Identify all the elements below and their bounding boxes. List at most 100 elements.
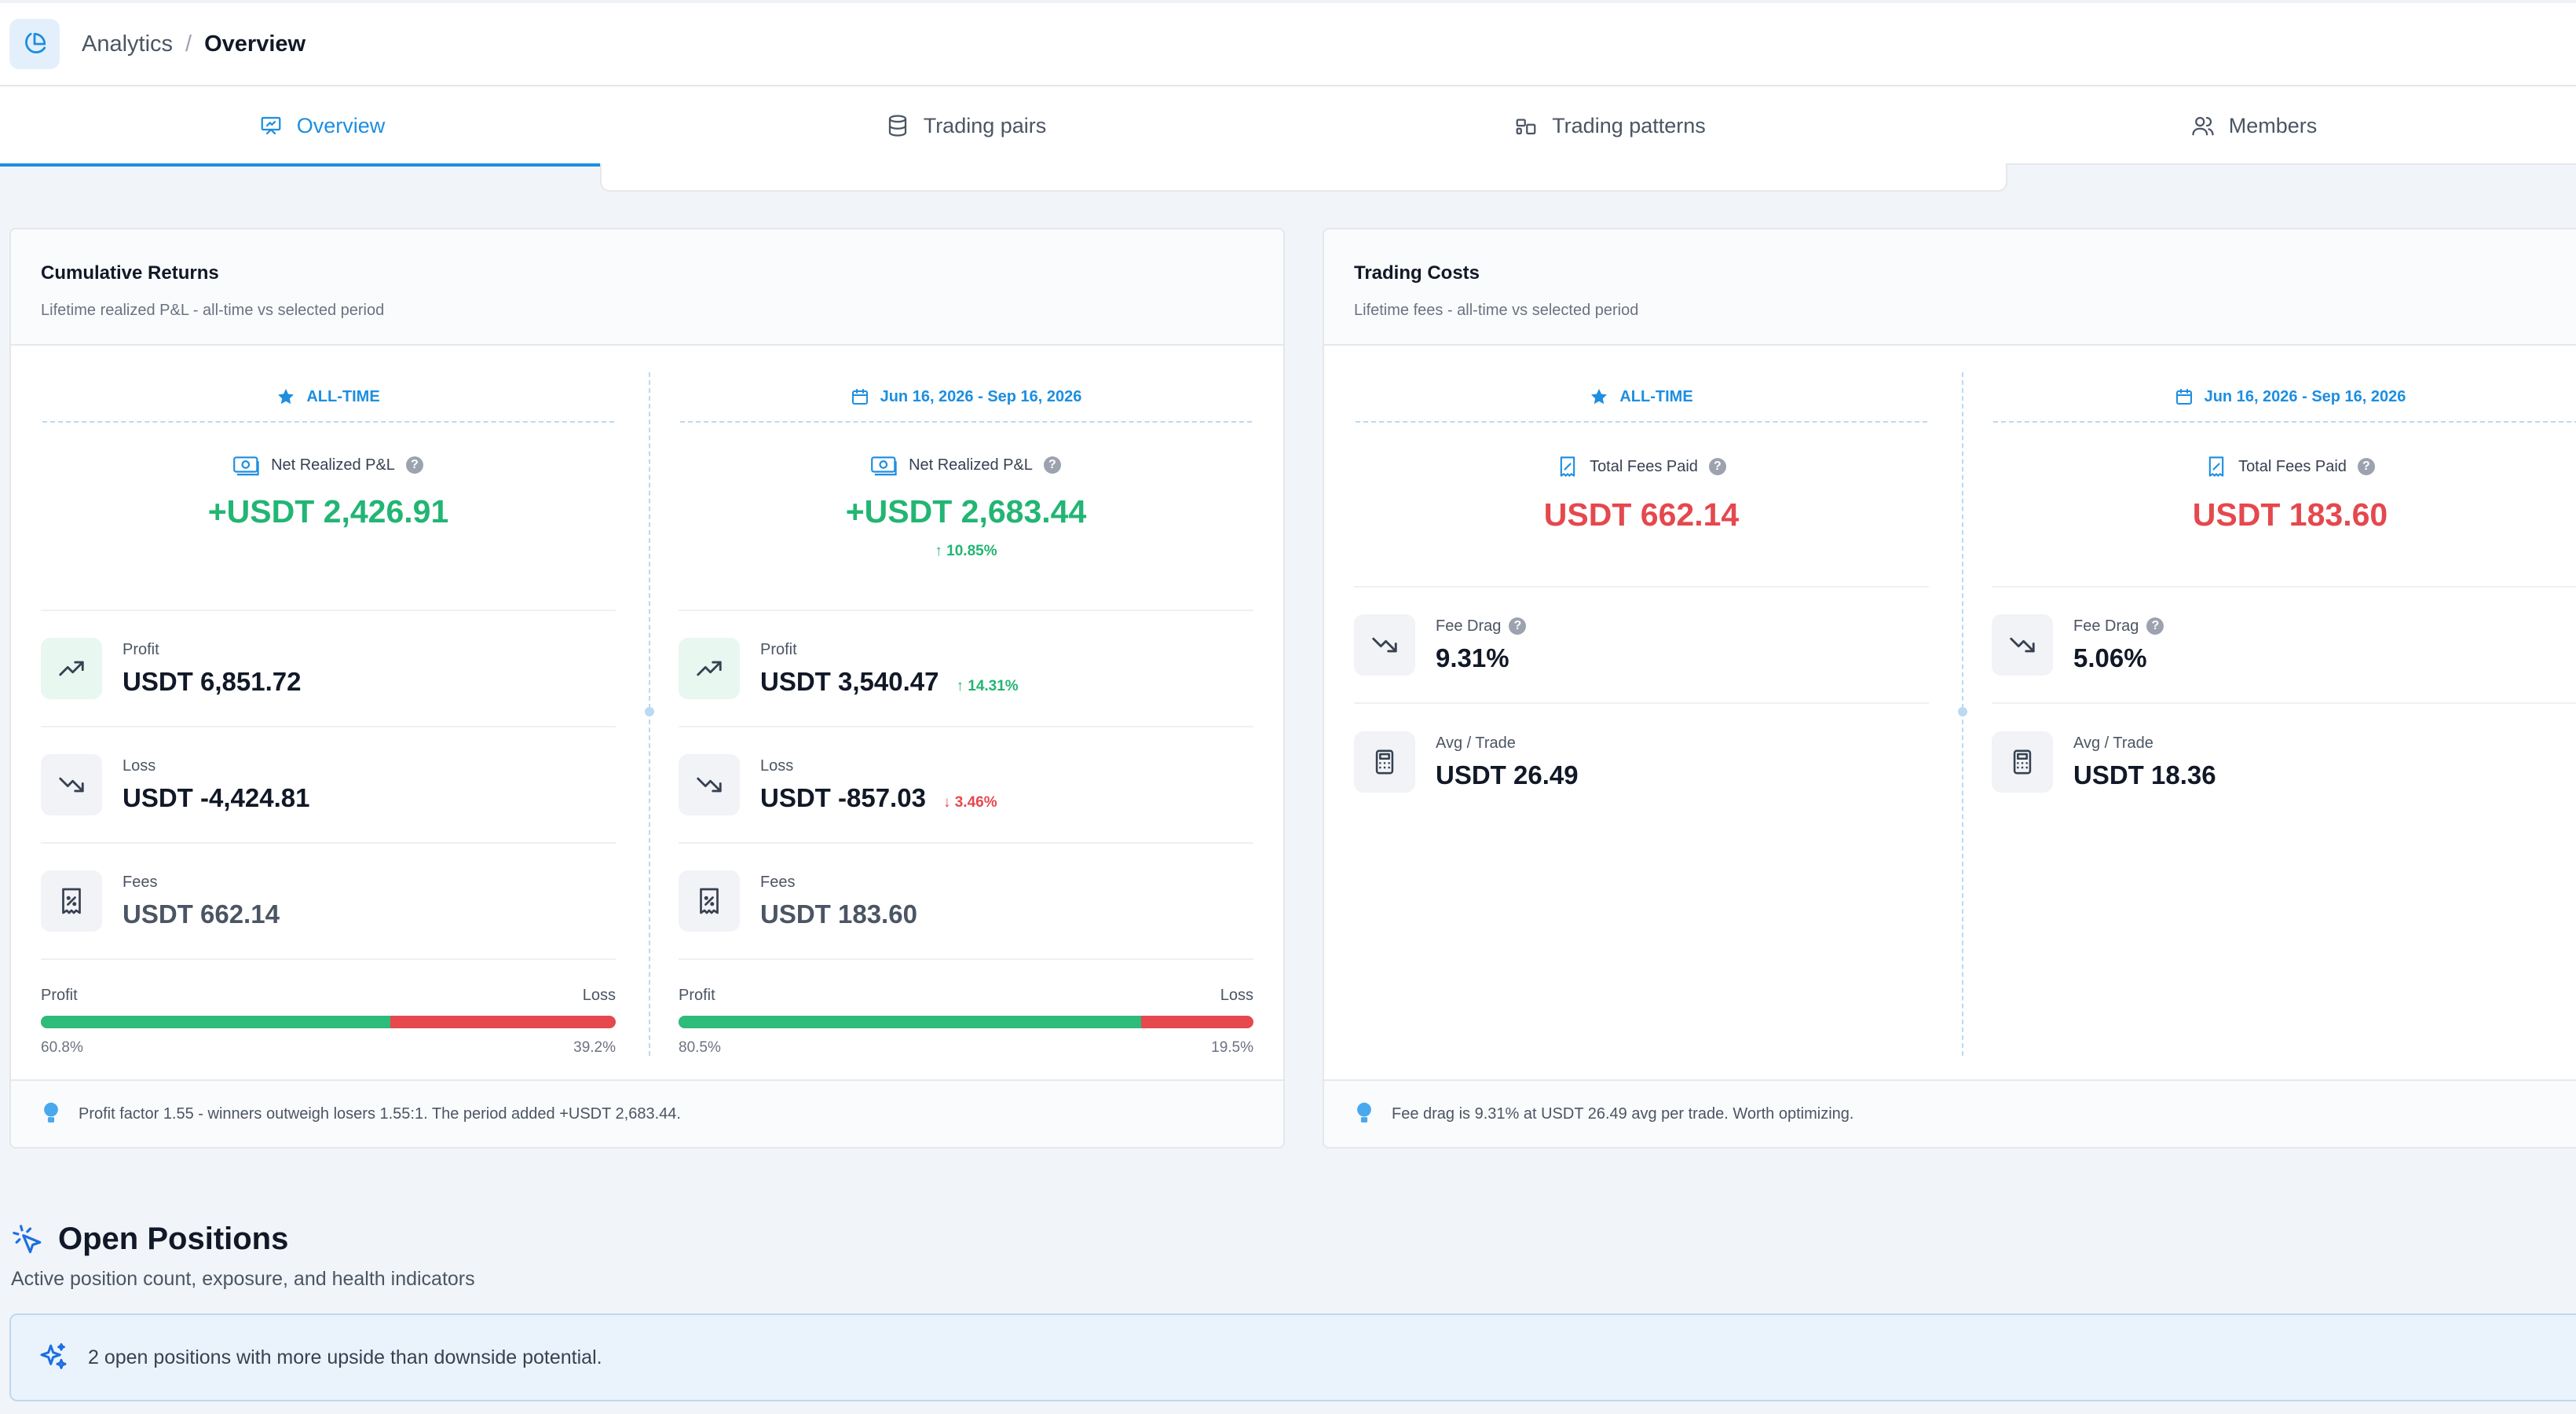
calculator-icon xyxy=(1992,731,2053,793)
database-icon xyxy=(888,115,906,137)
profit-percent: 80.5% xyxy=(679,1039,721,1056)
avg-trade-metric: Avg / Trade USDT 18.36 xyxy=(1992,704,2576,820)
column-header-label: ALL-TIME xyxy=(306,387,380,405)
trending-down-icon xyxy=(679,754,740,815)
loss-value: USDT -4,424.81 xyxy=(123,782,310,812)
ratio-bar xyxy=(679,1016,1253,1028)
hero-label: Total Fees Paid xyxy=(1590,457,1698,475)
star-icon xyxy=(278,389,295,405)
net-pnl-block: Net Realized P&L ? +USDT 2,426.91 xyxy=(41,423,616,611)
positions-insight-banner: 2 open positions with more upside than d… xyxy=(9,1313,2576,1401)
calculator-icon xyxy=(1354,731,1415,793)
card-header: Trading Costs Lifetime fees - all-time v… xyxy=(1324,229,2576,346)
total-fees-block: Total Fees Paid ? USDT 183.60 xyxy=(1992,423,2576,588)
metric-label: Fee Drag? xyxy=(1436,617,1527,636)
loss-change: ↓ 3.46% xyxy=(942,793,997,811)
profit-percent: 60.8% xyxy=(41,1039,83,1056)
loss-metric: Loss USDT -857.03 ↓ 3.46% xyxy=(679,727,1253,844)
net-pnl-value: +USDT 2,426.91 xyxy=(207,493,449,529)
avg-trade-value: USDT 18.36 xyxy=(2073,760,2216,789)
avg-trade-metric: Avg / Trade USDT 26.49 xyxy=(1354,704,1929,820)
bar-label-profit: Profit xyxy=(41,987,78,1004)
column-header: ALL-TIME xyxy=(42,372,614,423)
profit-loss-bar: Profit Loss 60.8% 39.2% xyxy=(41,987,616,1057)
profit-value: USDT 6,851.72 xyxy=(123,666,302,696)
profit-value: USDT 3,540.47 ↑ 14.31% xyxy=(760,666,1019,696)
column-header: ALL-TIME xyxy=(1356,372,1927,423)
ratio-bar xyxy=(41,1016,616,1028)
receipt-percent-icon xyxy=(679,870,740,932)
receipt-percent-icon xyxy=(2208,456,2224,477)
trending-up-icon xyxy=(679,638,740,699)
hero-label: Net Realized P&L xyxy=(909,456,1033,474)
trending-down-icon xyxy=(1354,614,1415,676)
column-header-label: Jun 16, 2026 - Sep 16, 2026 xyxy=(2204,387,2406,405)
breadcrumb-separator: / xyxy=(185,31,192,57)
costs-period-column: Jun 16, 2026 - Sep 16, 2026 Total Fees P… xyxy=(1992,372,2576,820)
tab-trading-patterns[interactable]: Trading patterns xyxy=(1288,86,1932,165)
lightbulb-icon xyxy=(44,1102,58,1123)
banner-text: 2 open positions with more upside than d… xyxy=(88,1346,602,1368)
help-icon[interactable]: ? xyxy=(2357,458,2375,475)
card-subtitle: Lifetime realized P&L - all-time vs sele… xyxy=(41,302,385,319)
net-pnl-block: Net Realized P&L ? +USDT 2,683.44 ↑ 10.8… xyxy=(679,423,1253,611)
card-subtitle: Lifetime fees - all-time vs selected per… xyxy=(1354,302,1639,319)
tab-bar: Overview Trading pairs Trading patterns … xyxy=(0,86,2576,167)
metric-label: Fees xyxy=(760,873,796,891)
total-fees-value: USDT 183.60 xyxy=(2192,496,2388,533)
returns-alltime-column: ALL-TIME Net Realized P&L ? +USDT 2,426.… xyxy=(41,372,616,1057)
card-footer: Profit factor 1.55 - winners outweigh lo… xyxy=(11,1079,1283,1147)
column-header-label: Jun 16, 2026 - Sep 16, 2026 xyxy=(880,387,1082,405)
loss-value: USDT -857.03 ↓ 3.46% xyxy=(760,782,997,812)
tab-trading-pairs[interactable]: Trading pairs xyxy=(644,86,1288,165)
card-title: Trading Costs xyxy=(1354,262,1480,284)
net-pnl-change: ↑ 10.85% xyxy=(935,543,997,559)
fee-drag-value: 5.06% xyxy=(2073,643,2147,672)
divider-dot xyxy=(645,707,654,716)
fees-metric: Fees USDT 183.60 xyxy=(679,844,1253,960)
metric-label: Avg / Trade xyxy=(1436,734,1516,752)
bar-label-loss: Loss xyxy=(582,987,616,1004)
trending-up-icon xyxy=(41,638,102,699)
help-icon[interactable]: ? xyxy=(1043,456,1061,474)
total-fees-block: Total Fees Paid ? USDT 662.14 xyxy=(1354,423,1929,588)
trending-down-icon xyxy=(41,754,102,815)
presentation-icon xyxy=(261,116,281,135)
metric-label: Loss xyxy=(123,756,156,775)
calendar-icon xyxy=(851,389,868,405)
loss-percent: 19.5% xyxy=(1211,1039,1253,1056)
tab-overview[interactable]: Overview xyxy=(0,86,644,167)
collapsed-panel xyxy=(600,163,2007,192)
returns-period-column: Jun 16, 2026 - Sep 16, 2026 Net Realized… xyxy=(679,372,1253,1057)
card-header: Cumulative Returns Lifetime realized P&L… xyxy=(11,229,1283,346)
receipt-percent-icon xyxy=(41,870,102,932)
column-header-label: ALL-TIME xyxy=(1619,387,1693,405)
trading-costs-card: Trading Costs Lifetime fees - all-time v… xyxy=(1323,228,2576,1148)
help-icon[interactable]: ? xyxy=(1708,458,1726,475)
pointer-click-icon xyxy=(13,1224,42,1253)
fee-drag-metric: Fee Drag? 5.06% xyxy=(1992,588,2576,704)
app-header: Analytics / Overview xyxy=(0,0,2576,86)
arrow-up-icon: ↑ xyxy=(935,543,942,559)
tab-trading-patterns-label: Trading patterns xyxy=(1552,113,1706,137)
divider-dot xyxy=(1958,707,1967,716)
insight-text: Fee drag is 9.31% at USDT 26.49 avg per … xyxy=(1392,1104,1854,1123)
profit-loss-bar: Profit Loss 80.5% 19.5% xyxy=(679,987,1253,1057)
loss-percent: 39.2% xyxy=(573,1039,616,1056)
tab-trading-pairs-label: Trading pairs xyxy=(923,113,1047,137)
help-icon[interactable]: ? xyxy=(405,456,423,474)
sparkles-icon xyxy=(40,1343,67,1369)
breadcrumb-analytics[interactable]: Analytics xyxy=(82,31,174,57)
avg-trade-value: USDT 26.49 xyxy=(1436,760,1579,789)
column-header: Jun 16, 2026 - Sep 16, 2026 xyxy=(680,372,1252,423)
total-fees-value: USDT 662.14 xyxy=(1543,496,1740,533)
card-footer: Fee drag is 9.31% at USDT 26.49 avg per … xyxy=(1324,1079,2576,1147)
trending-down-icon xyxy=(1992,614,2053,676)
help-icon[interactable]: ? xyxy=(1509,617,1527,635)
hero-label: Net Realized P&L xyxy=(271,456,395,474)
tab-members[interactable]: Members xyxy=(1932,86,2576,165)
help-icon[interactable]: ? xyxy=(2146,617,2164,635)
metric-label: Fees xyxy=(123,873,158,891)
pie-chart-icon[interactable] xyxy=(9,19,60,69)
cash-icon xyxy=(233,456,259,476)
